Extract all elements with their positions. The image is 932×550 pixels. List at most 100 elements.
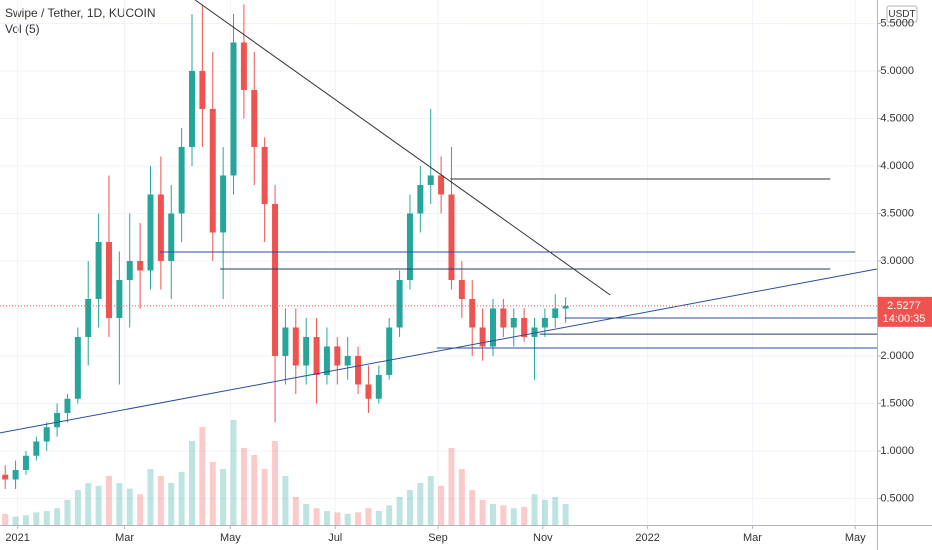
candle-body: [365, 384, 372, 399]
candle-body: [85, 298, 92, 337]
candle-body: [427, 175, 434, 185]
volume-bar: [33, 512, 40, 525]
volume-bar: [531, 494, 538, 525]
candle-body: [157, 194, 164, 261]
volume-bar: [240, 448, 247, 525]
volume-bar: [64, 499, 71, 525]
y-tick-label: 4.5000: [880, 112, 914, 124]
volume-bar: [220, 469, 227, 525]
candle-body: [220, 175, 227, 233]
volume-bar: [500, 505, 507, 525]
candle-body: [147, 194, 154, 271]
volume-bar: [417, 483, 424, 525]
candle-body: [386, 327, 393, 375]
volume-bar: [510, 508, 517, 525]
volume-bar: [189, 441, 196, 525]
candle-body: [313, 336, 320, 375]
volume-bar: [230, 420, 237, 525]
x-tick-label: May: [220, 532, 241, 544]
y-tick-label: 3.5000: [880, 207, 914, 219]
candle-body: [303, 336, 310, 366]
x-tick-label: Mar: [743, 532, 762, 544]
candle-body: [417, 184, 424, 214]
candle-body: [479, 327, 486, 347]
volume-bar: [209, 462, 216, 525]
candle-body: [95, 241, 102, 299]
x-tick-label: Jul: [328, 532, 342, 544]
x-tick-label: Sep: [428, 532, 448, 544]
volume-bar: [272, 441, 279, 525]
x-tick-label: Nov: [533, 532, 553, 544]
candle-body: [2, 474, 9, 480]
candle-body: [33, 441, 40, 456]
candle-body: [43, 427, 50, 442]
candle-body: [375, 374, 382, 399]
volume-bar: [323, 511, 330, 525]
candle-body: [438, 175, 445, 195]
volume-bar: [562, 504, 569, 525]
currency-label[interactable]: USDT: [888, 9, 915, 20]
candle-body: [240, 42, 247, 90]
volume-bar: [334, 512, 341, 525]
volume-bar: [365, 508, 372, 525]
candle-body: [531, 327, 538, 337]
x-tick-label: 2022: [635, 532, 659, 544]
candle-body: [137, 260, 144, 271]
indicator-label: Vol (5): [5, 22, 40, 36]
volume-bar: [43, 511, 50, 525]
candle-body: [230, 42, 237, 176]
volume-bar: [552, 497, 559, 525]
candle-body: [178, 146, 185, 214]
volume-bar: [448, 448, 455, 525]
volume-bar: [116, 483, 123, 525]
volume-bar: [157, 476, 164, 525]
volume-bar: [303, 504, 310, 525]
candle-body: [209, 108, 216, 233]
x-tick-label: Mar: [115, 532, 134, 544]
currency-box[interactable]: [886, 5, 918, 23]
volume-bar: [541, 499, 548, 525]
volume-bar: [199, 427, 206, 525]
trend-line: [194, 0, 611, 296]
volume-bar: [313, 508, 320, 525]
volume-bar: [458, 469, 465, 525]
candle-body: [334, 346, 341, 366]
y-tick-label: 5.0000: [880, 65, 914, 77]
candle-body: [521, 317, 528, 337]
candle-body: [469, 298, 476, 328]
volume-bar: [178, 471, 185, 525]
candle-body: [199, 70, 206, 109]
candle-body: [355, 355, 362, 385]
candle-body: [74, 336, 81, 399]
chart-title: Swipe / Tether, 1D, KUCOIN: [5, 6, 156, 20]
volume-bar: [85, 483, 92, 525]
y-tick-label: 1.5000: [880, 397, 914, 409]
volume-bar: [489, 504, 496, 525]
volume-bar: [105, 476, 112, 525]
candle-body: [22, 455, 29, 470]
volume-bar: [292, 497, 299, 525]
y-tick-label: 5.5000: [880, 17, 914, 29]
volume-bar: [261, 469, 268, 525]
candle-body: [282, 327, 289, 356]
y-tick-label: 4.0000: [880, 160, 914, 172]
candle-body: [292, 327, 299, 366]
candle-body: [105, 241, 112, 318]
volume-bar: [282, 476, 289, 525]
candle-body: [489, 308, 496, 347]
x-tick-label: 2021: [5, 532, 29, 544]
x-tick-label: May: [845, 532, 866, 544]
countdown-label: 14:00:35: [883, 313, 926, 325]
candle-body: [323, 346, 330, 375]
candle-body: [406, 213, 413, 280]
candle-body: [396, 279, 403, 328]
y-tick-label: 3.0000: [880, 255, 914, 267]
volume-bar: [344, 513, 351, 525]
candle-body: [64, 398, 71, 413]
candle-body: [168, 213, 175, 261]
candle-body: [541, 317, 548, 328]
volume-bar: [469, 490, 476, 525]
last-price-label: 2.5277: [887, 300, 921, 312]
